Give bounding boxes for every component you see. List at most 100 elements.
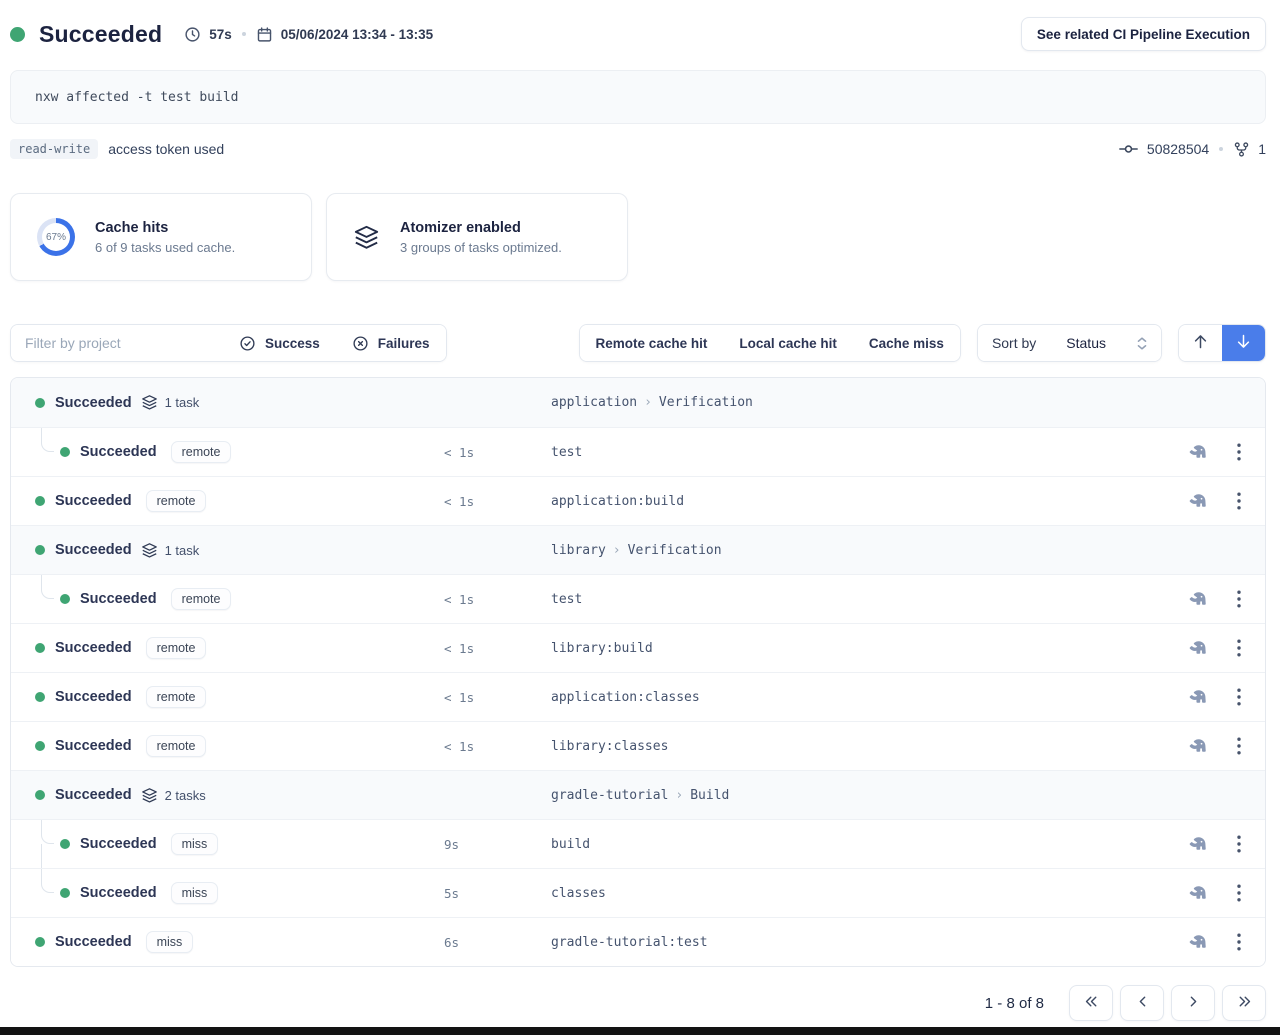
status-dot [35,545,45,555]
previous-page-button[interactable] [1120,985,1164,1021]
status-dot [10,26,25,42]
task-group-row[interactable]: Succeeded 1 task application › Verification [11,378,1265,427]
chevron-updown-icon [1136,336,1148,351]
atomizer-card[interactable]: Atomizer enabled 3 groups of tasks optim… [326,193,628,281]
kebab-menu-icon[interactable] [1235,686,1243,708]
task-row[interactable]: Succeeded remote < 1s application:build [11,476,1265,525]
tree-connector-line [41,428,54,452]
task-name: library:build [551,640,653,656]
sort-select[interactable]: Status [1050,325,1161,361]
arrow-down-icon [1234,332,1253,354]
separator-dot [241,32,246,36]
task-status-label: Succeeded [55,542,132,558]
kebab-menu-icon[interactable] [1235,882,1243,904]
task-row[interactable]: Succeeded remote < 1s application:classes [11,672,1265,721]
row-left-cell: Succeeded miss [11,833,444,855]
task-row[interactable]: Succeeded remote < 1s library:build [11,623,1265,672]
gradle-icon[interactable] [1187,640,1208,656]
branch-count: 1 [1258,141,1266,157]
failures-filter-label: Failures [377,335,430,351]
sort-select-value: Status [1066,335,1106,351]
status-dot [60,839,70,849]
gradle-icon[interactable] [1187,493,1208,509]
kebab-menu-icon[interactable] [1235,588,1243,610]
cache-status-badge: remote [145,735,207,757]
x-circle-icon [352,335,369,352]
cache-hits-donut: 67% [37,218,75,256]
task-row[interactable]: Succeeded remote < 1s library:classes [11,721,1265,770]
task-row[interactable]: Succeeded miss 6s gradle-tutorial:test [11,917,1265,966]
success-filter-label: Success [265,335,320,351]
run-meta: 57s 05/06/2024 13:34 - 13:35 [184,26,433,43]
commit-sha[interactable]: 50828504 [1146,141,1210,157]
task-status-label: Succeeded [55,934,132,950]
clock-icon [184,26,201,43]
status-dot [60,447,70,457]
gradle-icon[interactable] [1187,591,1208,607]
cache-hits-card[interactable]: 67% Cache hits 6 of 9 tasks used cache. [10,193,312,281]
task-duration: < 1s [444,738,475,754]
kebab-menu-icon[interactable] [1235,735,1243,757]
task-group-row[interactable]: Succeeded 1 task library › Verification [11,525,1265,574]
task-row[interactable]: Succeeded miss 9s build [11,819,1265,869]
first-page-button[interactable] [1069,985,1113,1021]
task-name: classes [551,885,606,901]
sort-ascending-button[interactable] [1179,325,1222,361]
sort-by-label: Sort by [977,325,1051,361]
task-row[interactable]: Succeeded miss 5s classes [11,868,1265,917]
task-status-label: Succeeded [55,493,132,509]
project-path: gradle-tutorial › Build [551,788,1147,803]
tree-connector-line [41,820,54,844]
card-subtitle: 3 groups of tasks optimized. [400,239,562,255]
gradle-icon[interactable] [1187,444,1208,460]
kebab-menu-icon[interactable] [1235,833,1243,855]
related-pipeline-button[interactable]: See related CI Pipeline Execution [1020,17,1266,51]
next-page-button[interactable] [1171,985,1215,1021]
gradle-icon[interactable] [1187,885,1208,901]
gradle-icon[interactable] [1187,836,1208,852]
cache-status-badge: remote [170,441,232,463]
check-circle-icon [239,335,256,352]
remote-cache-hit-button[interactable]: Remote cache hit [579,325,724,361]
task-duration: < 1s [444,640,475,656]
task-name: application:classes [551,689,700,705]
kebab-menu-icon[interactable] [1235,441,1243,463]
status-dot [35,741,45,751]
task-status-label: Succeeded [55,394,132,411]
filter-by-project-input[interactable] [11,325,223,361]
kebab-menu-icon[interactable] [1235,931,1243,953]
local-cache-hit-button[interactable]: Local cache hit [723,325,853,361]
row-actions [1147,882,1265,904]
cache-status-badge: miss [170,833,219,855]
gradle-icon[interactable] [1187,934,1208,950]
command-box: nxw affected -t test build [10,70,1266,124]
layers-icon [141,394,158,411]
gradle-icon[interactable] [1187,689,1208,705]
failures-filter-button[interactable]: Failures [335,325,446,361]
cache-miss-button[interactable]: Cache miss [852,325,960,361]
status-dot [35,496,45,506]
task-row[interactable]: Succeeded remote < 1s test [11,427,1265,476]
kebab-menu-icon[interactable] [1235,490,1243,512]
summary-cards: 67% Cache hits 6 of 9 tasks used cache. … [10,193,1266,281]
run-daterange: 05/06/2024 13:34 - 13:35 [280,26,434,42]
chevron-left-icon [1134,993,1151,1013]
task-status-label: Succeeded [80,885,157,901]
chevron-right-icon [1185,993,1202,1013]
gradle-icon[interactable] [1187,738,1208,754]
status-dot [35,937,45,947]
last-page-button[interactable] [1222,985,1266,1021]
sort-descending-button[interactable] [1222,325,1265,361]
kebab-menu-icon[interactable] [1235,637,1243,659]
task-group-row[interactable]: Succeeded 2 tasks gradle-tutorial › Build [11,770,1265,819]
task-row[interactable]: Succeeded remote < 1s test [11,574,1265,623]
run-header: Succeeded 57s 05/06/2024 13:34 - 13:35 S… [10,14,1266,54]
success-filter-button[interactable]: Success [223,325,336,361]
sort-direction-group [1178,324,1266,362]
project-path: library › Verification [551,543,1147,558]
token-text: access token used [108,141,225,157]
row-left-cell: Succeeded 2 tasks [11,787,444,804]
cache-status-badge: miss [170,882,219,904]
separator-dot [1219,147,1224,151]
